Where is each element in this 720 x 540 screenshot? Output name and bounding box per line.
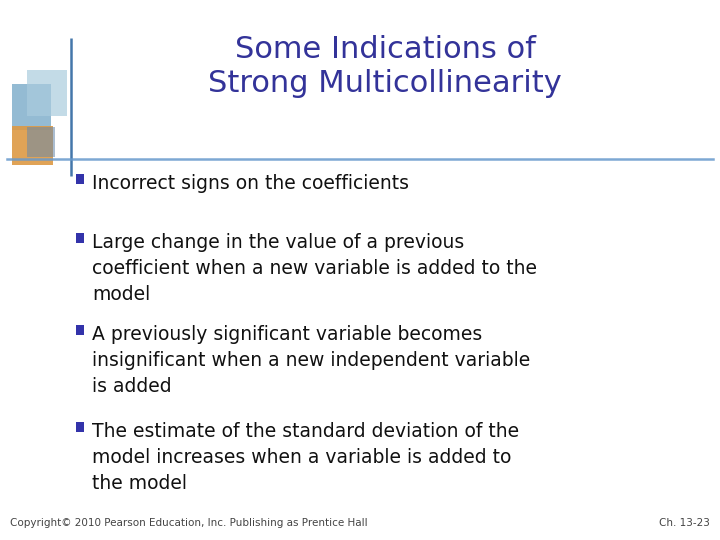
Text: Ch. 13-23: Ch. 13-23 bbox=[659, 518, 710, 528]
Text: The estimate of the standard deviation of the
model increases when a variable is: The estimate of the standard deviation o… bbox=[92, 422, 519, 493]
Text: Incorrect signs on the coefficients: Incorrect signs on the coefficients bbox=[92, 174, 409, 193]
Text: Large change in the value of a previous
coefficient when a new variable is added: Large change in the value of a previous … bbox=[92, 233, 537, 304]
Text: Copyright© 2010 Pearson Education, Inc. Publishing as Prentice Hall: Copyright© 2010 Pearson Education, Inc. … bbox=[10, 518, 368, 528]
Text: A previously significant variable becomes
insignificant when a new independent v: A previously significant variable become… bbox=[92, 325, 531, 396]
Text: Some Indications of
Strong Multicollinearity: Some Indications of Strong Multicollinea… bbox=[208, 35, 562, 98]
